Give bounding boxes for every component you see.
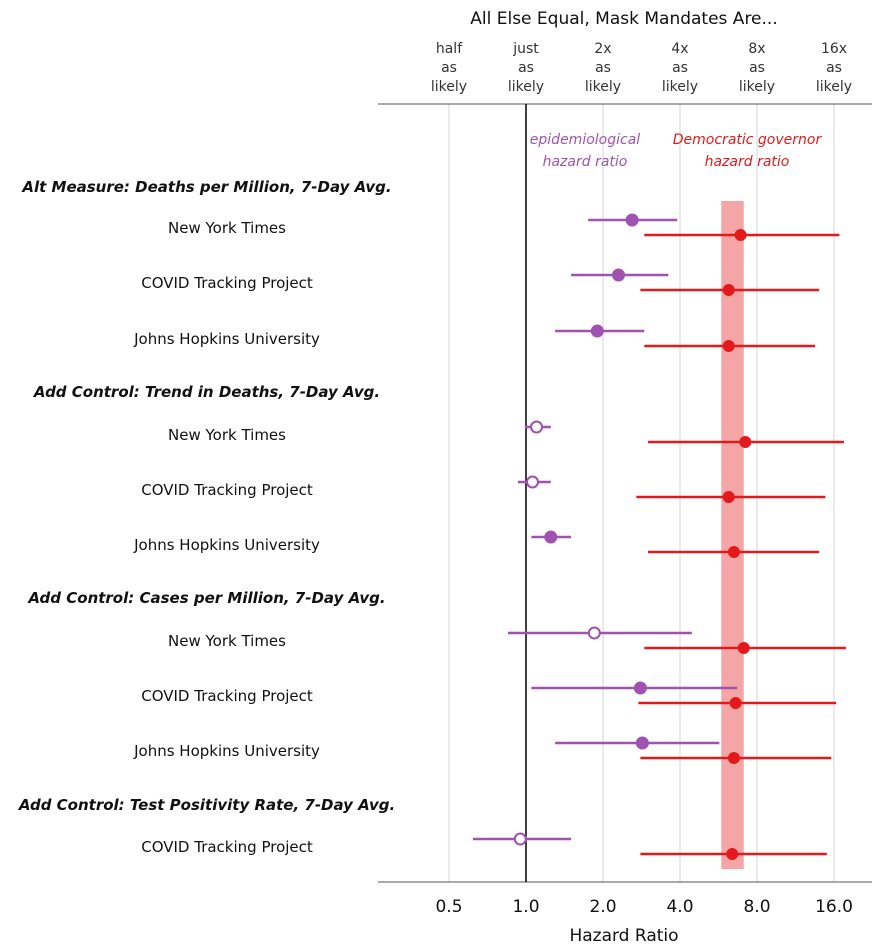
top-tick-label: 16x [821, 41, 847, 57]
top-tick-label: as [749, 60, 765, 76]
top-tick-label: as [518, 60, 534, 76]
group-heading: Add Control: Test Positivity Rate, 7-Day… [18, 796, 395, 814]
x-tick-label: 4.0 [666, 897, 693, 917]
gov-point [739, 436, 752, 448]
axis-layer [378, 103, 872, 883]
top-tick-label: likely [431, 79, 467, 95]
gov-point [727, 546, 740, 558]
row-label: Johns Hopkins University [133, 330, 320, 348]
top-tick-label: likely [508, 79, 544, 95]
top-tick-label: as [826, 60, 842, 76]
top-tick-label: likely [816, 79, 852, 95]
group-heading: Add Control: Cases per Million, 7-Day Av… [27, 589, 385, 607]
gov-point [729, 697, 742, 709]
epi-point [635, 736, 649, 750]
top-tick-label: likely [662, 79, 698, 95]
top-tick-label: just [512, 41, 539, 57]
epi-point [612, 268, 626, 282]
highlight-band-layer [721, 201, 744, 869]
legend-epi-label: hazard ratio [543, 154, 628, 170]
x-tick-label: 2.0 [589, 897, 616, 917]
gov-point [734, 229, 747, 241]
mark-layer [472, 213, 846, 860]
epi-point [544, 530, 558, 544]
group-heading: Alt Measure: Deaths per Million, 7-Day A… [21, 178, 391, 196]
row-label: Johns Hopkins University [133, 536, 320, 554]
epi-point [513, 832, 527, 846]
x-tick-label: 8.0 [743, 897, 770, 917]
top-tick-label: 2x [594, 41, 611, 57]
gov-point [726, 848, 739, 860]
x-tick-label: 0.5 [435, 897, 462, 917]
epi-point [590, 324, 604, 338]
row-label: COVID Tracking Project [141, 838, 313, 856]
text-layer: All Else Equal, Mask Mandates Are... half… [18, 9, 853, 945]
chart-title: All Else Equal, Mask Mandates Are... [470, 9, 777, 29]
legend-epi-label: epidemiological [530, 132, 640, 148]
gridline-layer [448, 104, 835, 882]
epi-point [525, 475, 539, 489]
epi-point [633, 681, 647, 695]
row-label: COVID Tracking Project [141, 481, 313, 499]
gov-point [722, 284, 735, 296]
row-label: COVID Tracking Project [141, 687, 313, 705]
epi-point [587, 626, 601, 640]
row-label: Johns Hopkins University [133, 742, 320, 760]
top-tick-label: as [672, 60, 688, 76]
group-heading: Add Control: Trend in Deaths, 7-Day Avg. [33, 383, 380, 401]
top-tick-label: half [436, 41, 463, 57]
epi-point [625, 213, 639, 227]
top-tick-label: as [441, 60, 457, 76]
highlight-band [721, 201, 744, 869]
x-tick-label: 16.0 [815, 897, 853, 917]
row-label: New York Times [168, 426, 286, 444]
gov-point [722, 340, 735, 352]
row-label: New York Times [168, 219, 286, 237]
top-tick-label: likely [585, 79, 621, 95]
epi-point [530, 420, 544, 434]
gov-point [722, 491, 735, 503]
top-tick-label: 4x [671, 41, 688, 57]
gov-point [727, 752, 740, 764]
row-label: New York Times [168, 632, 286, 650]
top-tick-label: as [595, 60, 611, 76]
x-axis-label: Hazard Ratio [569, 926, 678, 945]
gov-point [737, 642, 750, 654]
row-label: COVID Tracking Project [141, 274, 313, 292]
legend-gov-label: hazard ratio [705, 154, 790, 170]
x-tick-label: 1.0 [512, 897, 539, 917]
top-tick-label: likely [739, 79, 775, 95]
legend-gov-label: Democratic governor [673, 132, 823, 148]
top-tick-label: 8x [748, 41, 765, 57]
